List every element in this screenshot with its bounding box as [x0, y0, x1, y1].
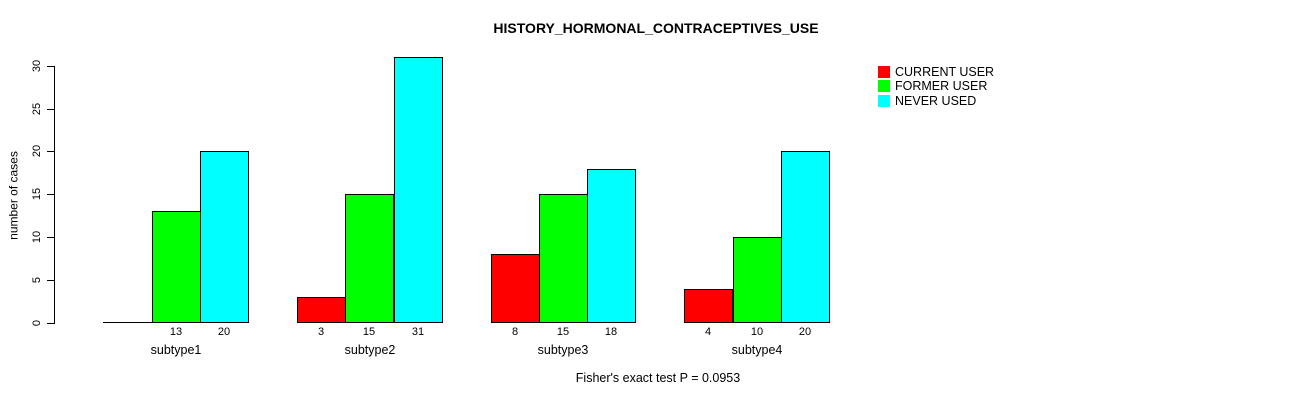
bar [781, 151, 830, 323]
y-axis-tick [47, 237, 54, 238]
bar-value-label: 18 [604, 326, 618, 338]
legend-label: CURRENT USER [895, 64, 995, 79]
annotation-fisher-test: Fisher's exact test P = 0.0953 [575, 371, 741, 385]
legend-label: FORMER USER [895, 79, 988, 93]
legend-row: CURRENT USER [878, 64, 995, 79]
bar-value-label: 10 [750, 326, 764, 338]
legend-row: NEVER USED [878, 93, 994, 108]
y-axis-tick [47, 323, 54, 324]
y-axis-tick-label: 30 [31, 59, 43, 73]
bar-value-label: 3 [317, 326, 325, 338]
y-axis-tick-label: 5 [31, 276, 43, 284]
bar-value-label: 4 [704, 326, 712, 338]
category-label: subtype2 [344, 343, 396, 357]
category-label: subtype3 [537, 343, 589, 357]
legend-label: NEVER USED [895, 93, 977, 108]
legend-swatch-icon [878, 94, 890, 107]
bar [733, 237, 782, 323]
bar-zero-line [103, 322, 152, 323]
category-label: subtype1 [150, 343, 202, 357]
y-axis-line [54, 66, 55, 324]
bar [152, 211, 201, 323]
bar-value-label: 20 [217, 326, 231, 338]
bar-value-label: 20 [798, 326, 812, 338]
bar [539, 194, 588, 323]
y-axis-tick [47, 109, 54, 110]
y-axis-label: number of cases [6, 151, 21, 240]
bar-value-label: 15 [362, 326, 376, 338]
legend-row: FORMER USER [878, 79, 994, 93]
bar [587, 169, 636, 323]
legend-swatch-icon [878, 80, 890, 92]
y-axis-tick-label: 10 [31, 230, 43, 244]
bar [200, 151, 249, 323]
y-axis-tick [47, 280, 54, 281]
y-axis-tick [47, 66, 54, 67]
bar-value-label: 8 [511, 326, 519, 338]
bar [297, 297, 346, 323]
bar-value-label: 31 [411, 326, 425, 338]
y-axis-tick [47, 194, 54, 195]
bar [491, 254, 540, 323]
bar-value-label: 15 [556, 326, 570, 338]
bar [394, 57, 443, 323]
category-label: subtype4 [731, 343, 783, 357]
y-axis-tick-label: 15 [31, 187, 43, 201]
y-axis-tick-label: 25 [31, 102, 43, 116]
legend: CURRENT USER FORMER USER NEVER USED [878, 65, 994, 109]
y-axis-tick-label: 20 [31, 144, 43, 158]
bar [684, 289, 733, 323]
bar-value-label: 13 [169, 326, 183, 338]
bar [345, 194, 394, 323]
y-axis-tick-label: 0 [31, 319, 43, 327]
legend-swatch-icon [878, 65, 890, 78]
y-axis-tick [47, 151, 54, 152]
chart-title: HISTORY_HORMONAL_CONTRACEPTIVES_USE [493, 20, 819, 36]
